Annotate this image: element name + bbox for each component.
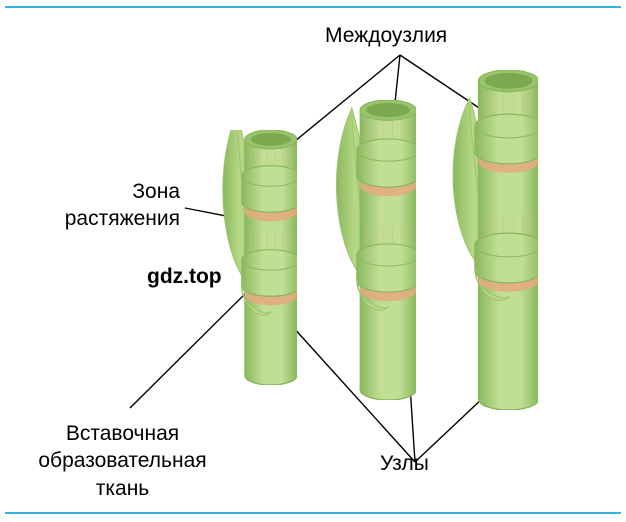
label-stretch-zone: Зонарастяжения (20, 178, 180, 233)
stalk-3 (429, 70, 539, 410)
label-watermark: gdz.top (147, 263, 222, 290)
label-internodes: Междоузлия (325, 22, 505, 49)
divider-top (5, 6, 621, 8)
divider-bottom (5, 512, 621, 514)
label-intercalary-tissue: Вставочнаяобразовательнаяткань (15, 420, 230, 502)
stalk-1 (202, 130, 297, 385)
stalk-2 (314, 100, 416, 400)
label-nodes: Узлы (380, 450, 480, 477)
